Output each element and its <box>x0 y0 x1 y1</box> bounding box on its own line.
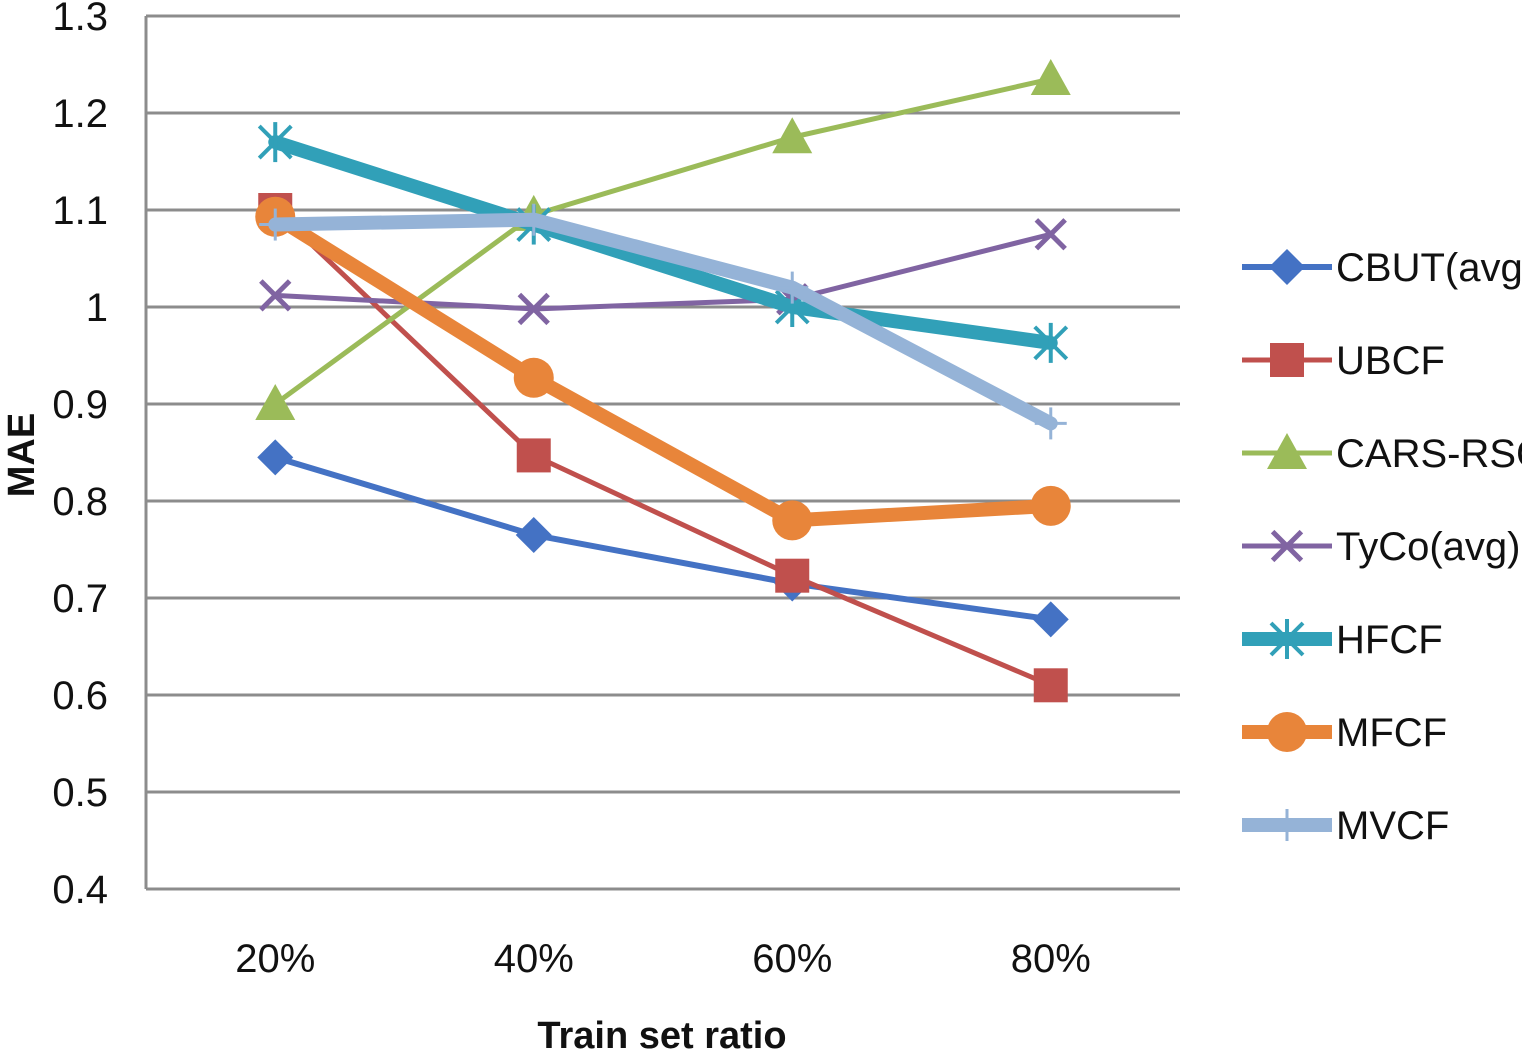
legend-item: CBUT(avg) <box>1242 246 1522 290</box>
y-tick-label: 0.9 <box>52 383 108 427</box>
legend-label: UBCF <box>1336 339 1445 383</box>
legend-item: TyCo(avg) <box>1242 525 1521 569</box>
legend-label: CARS-RSCF <box>1336 432 1522 476</box>
data-point <box>772 117 813 154</box>
data-point <box>517 203 550 236</box>
data-point <box>517 292 550 326</box>
x-axis-ticks: 20% 40% 60% 80% <box>235 937 1091 981</box>
legend-label: MVCF <box>1336 804 1449 848</box>
y-axis-ticks: 0.4 0.5 0.6 0.7 0.8 0.9 1 1.1 1.2 1.3 <box>52 0 108 912</box>
legend-label: HFCF <box>1336 618 1443 662</box>
y-tick-label: 1.2 <box>52 92 108 136</box>
series-mfcf <box>255 196 1071 541</box>
series-line <box>272 454 1054 623</box>
y-tick-label: 1.1 <box>52 189 108 233</box>
legend-item: UBCF <box>1242 339 1445 383</box>
data-point <box>257 122 293 163</box>
y-tick-label: 0.8 <box>52 480 108 524</box>
data-point <box>1033 668 1068 703</box>
data-point <box>259 279 292 312</box>
series-mvcf <box>259 203 1067 440</box>
legend: CBUT(avg) UBCF CARS-RSCF TyCo(avg) HFCF MFCF M… <box>1242 246 1522 848</box>
series-line <box>272 76 1054 407</box>
series-line <box>268 209 1058 528</box>
series-group <box>255 59 1071 703</box>
series-line <box>272 207 1054 688</box>
y-tick-label: 0.4 <box>52 868 108 912</box>
data-point <box>259 208 292 241</box>
x-tick-label: 40% <box>494 937 574 981</box>
series-line <box>268 212 1058 431</box>
legend-marker <box>1270 529 1304 563</box>
x-tick-label: 80% <box>1011 937 1091 981</box>
x-tick-label: 20% <box>235 937 315 981</box>
legend-item: CARS-RSCF <box>1242 432 1522 476</box>
y-axis-title: MAE <box>1 413 43 497</box>
data-point <box>513 357 554 398</box>
series-hfcf <box>257 122 1069 363</box>
data-point <box>1034 218 1067 251</box>
legend-marker <box>1270 343 1304 377</box>
y-tick-label: 1 <box>86 286 108 330</box>
x-axis-title: Train set ratio <box>537 1015 786 1051</box>
data-point <box>1030 485 1071 526</box>
legend-label: MFCF <box>1336 711 1447 755</box>
data-point <box>255 384 296 420</box>
data-point <box>775 558 810 593</box>
y-tick-label: 1.3 <box>52 0 108 39</box>
series-line <box>268 135 1058 350</box>
data-point <box>772 500 813 541</box>
y-tick-label: 0.6 <box>52 674 108 718</box>
legend-marker <box>1271 809 1303 841</box>
legend-marker <box>1269 249 1305 285</box>
legend-label: TyCo(avg) <box>1336 525 1521 569</box>
legend-item: HFCF <box>1242 618 1443 662</box>
data-point <box>516 438 551 473</box>
gridlines <box>144 14 1180 891</box>
legend-label: CBUT(avg) <box>1336 246 1522 290</box>
data-point <box>1032 601 1069 638</box>
x-tick-label: 60% <box>752 937 832 981</box>
legend-marker <box>1269 619 1305 659</box>
legend-marker <box>1267 433 1307 469</box>
y-tick-label: 0.7 <box>52 577 108 621</box>
series-cars-rscf <box>255 59 1071 420</box>
y-tick-label: 0.5 <box>52 771 108 815</box>
data-point <box>776 271 809 304</box>
legend-item: MVCF <box>1242 804 1449 848</box>
data-point <box>515 516 552 553</box>
legend-marker <box>1267 712 1307 752</box>
series-cbut-avg <box>257 439 1069 638</box>
data-point <box>257 439 294 476</box>
legend-item: MFCF <box>1242 711 1447 755</box>
data-point <box>1030 59 1071 96</box>
data-point <box>1033 322 1069 363</box>
data-point <box>1034 407 1067 440</box>
